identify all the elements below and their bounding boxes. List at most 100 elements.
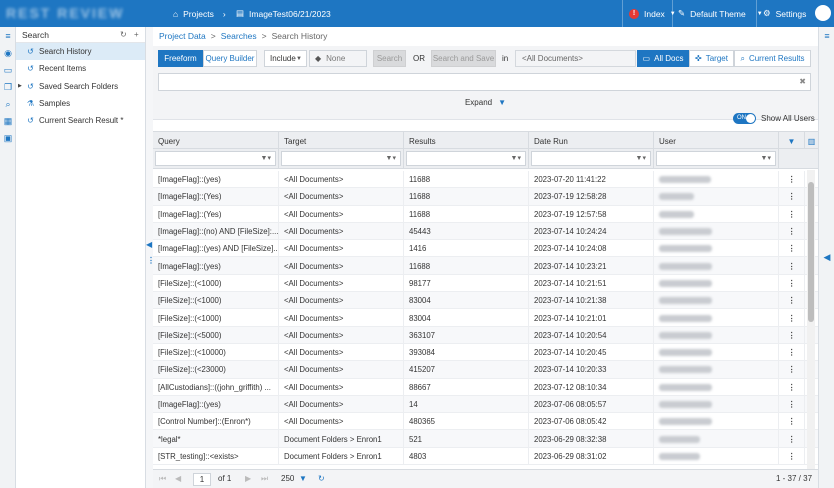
filter-input-date-run[interactable]: ▼▾	[531, 151, 651, 166]
target-button[interactable]: ✜ Target	[689, 50, 734, 67]
query-builder-tab[interactable]: Query Builder	[203, 50, 257, 67]
table-icon[interactable]: ▦	[3, 116, 13, 126]
page-number-input[interactable]: 1	[193, 473, 211, 486]
freeform-tab[interactable]: Freeform	[158, 50, 203, 67]
projects-link[interactable]: ⌂ Projects ›	[173, 0, 226, 27]
add-icon[interactable]: +	[134, 30, 139, 39]
column-header-user[interactable]: User	[654, 132, 779, 150]
last-page-icon[interactable]: ⏭	[261, 474, 269, 483]
user-avatar[interactable]	[815, 5, 831, 21]
table-row[interactable]: [ImageFlag]::(Yes) <All Documents> 11688 20…	[153, 205, 818, 223]
column-header-target[interactable]: Target	[279, 132, 404, 150]
sidebar-item-samples[interactable]: ⚗ Samples	[16, 95, 145, 112]
settings-button[interactable]: ⚙ Settings	[763, 0, 806, 27]
scrollbar-thumb[interactable]	[808, 182, 814, 322]
filter-input-results[interactable]: ▼▾	[406, 151, 526, 166]
theme-menu[interactable]: ✎ Default Theme ▼	[678, 0, 763, 27]
first-page-icon[interactable]: ⏮	[159, 474, 167, 483]
filter-icon[interactable]: ▼	[779, 132, 805, 150]
breadcrumb-searches[interactable]: Searches	[220, 31, 257, 41]
sidebar-item-search-history[interactable]: ↺ Search History	[16, 43, 145, 61]
table-row[interactable]: [FileSize]::(<1000) <All Documents> 83004 2…	[153, 309, 818, 327]
filter-icon[interactable]: ▼▾	[635, 155, 646, 162]
row-menu-icon[interactable]: ⋮	[779, 378, 805, 396]
row-menu-icon[interactable]: ⋮	[779, 430, 805, 448]
row-menu-icon[interactable]: ⋮	[779, 361, 805, 379]
copy-icon[interactable]: ❐	[3, 82, 13, 92]
search-button[interactable]: Search	[373, 50, 406, 67]
column-header-results[interactable]: Results	[404, 132, 529, 150]
index-menu[interactable]: ! Index ▼	[629, 0, 676, 27]
row-menu-icon[interactable]: ⋮	[779, 205, 805, 223]
row-menu-icon[interactable]: ⋮	[779, 188, 805, 206]
tag-selector[interactable]: ◆ None	[309, 50, 367, 67]
table-row[interactable]: *legal* Document Folders > Enron1 521 2023-…	[153, 430, 818, 448]
table-row[interactable]: [STR_testing]::<exists> Document Folders …	[153, 447, 818, 466]
include-dropdown[interactable]: Include ▼	[264, 50, 307, 67]
search-and-save-button[interactable]: Search and Save	[431, 50, 496, 67]
filter-icon[interactable]: ▼▾	[760, 155, 771, 162]
menu-icon[interactable]: ≡	[5, 31, 11, 41]
search-icon[interactable]: ⌕	[5, 99, 11, 109]
row-menu-icon[interactable]: ⋮	[779, 413, 805, 431]
filter-icon[interactable]: ▼▾	[385, 155, 396, 162]
filter-icon[interactable]: ▼▾	[510, 155, 521, 162]
current-results-button[interactable]: ⌕ Current Results	[734, 50, 811, 67]
clear-icon[interactable]: ✖	[799, 77, 806, 86]
table-row[interactable]: [FileSize]::(<5000) <All Documents> 363107…	[153, 326, 818, 344]
expand-toggle[interactable]: Expand ▼	[153, 96, 818, 109]
expand-arrow-icon[interactable]: ▶	[18, 83, 22, 90]
sidebar-item-current-search-result[interactable]: ↺ Current Search Result *	[16, 112, 145, 129]
table-row[interactable]: [FileSize]::(<23000) <All Documents> 41520…	[153, 361, 818, 379]
table-row[interactable]: [ImageFlag]::(yes) <All Documents> 11688 20…	[153, 257, 818, 275]
show-all-users-toggle[interactable]: ON	[733, 113, 756, 124]
refresh-icon[interactable]: ↻	[318, 474, 325, 483]
collapse-right-icon[interactable]: ◀	[823, 252, 831, 262]
row-menu-icon[interactable]: ⋮	[779, 395, 805, 414]
table-row[interactable]: [FileSize]::(<10000) <All Documents> 39308…	[153, 343, 818, 362]
column-header-date-run[interactable]: Date Run	[529, 132, 654, 150]
case-link[interactable]: ▤ ImageTest06/21/2023	[236, 0, 331, 27]
row-menu-icon[interactable]: ⋮	[779, 447, 805, 466]
column-header-query[interactable]: Query	[153, 132, 279, 150]
folder-icon[interactable]: ▭	[3, 65, 13, 75]
query-input[interactable]: ✖	[158, 73, 811, 91]
filter-icon[interactable]: ▼▾	[260, 155, 271, 162]
grid-scrollbar[interactable]	[807, 170, 815, 470]
page-size-select[interactable]: 250	[281, 474, 295, 483]
target-docs-input[interactable]: <All Documents>	[515, 50, 636, 67]
columns-icon[interactable]: ▥	[807, 136, 816, 146]
caret-down-icon[interactable]: ▼	[299, 474, 307, 483]
prev-page-icon[interactable]: ◀	[175, 474, 182, 483]
row-menu-icon[interactable]: ⋮	[779, 257, 805, 275]
filter-input-target[interactable]: ▼▾	[281, 151, 401, 166]
next-page-icon[interactable]: ▶	[245, 474, 252, 483]
all-docs-button[interactable]: ▭ All Docs	[637, 50, 689, 67]
table-row[interactable]: [ImageFlag]::(yes) AND [FileSize]... <All…	[153, 240, 818, 258]
row-menu-icon[interactable]: ⋮	[779, 171, 805, 189]
table-row[interactable]: [AllCustodians]::((john_griffith) ... <Al…	[153, 378, 818, 396]
row-menu-icon[interactable]: ⋮	[779, 343, 805, 362]
sidebar-item-saved-search-folders[interactable]: ▶ ↺ Saved Search Folders	[16, 78, 145, 95]
refresh-icon[interactable]: ↻	[120, 30, 127, 39]
sidebar-item-recent-items[interactable]: ↺ Recent Items	[16, 60, 145, 77]
breadcrumb-project-data[interactable]: Project Data	[159, 31, 206, 41]
menu-icon[interactable]: ≡	[824, 31, 830, 41]
row-menu-icon[interactable]: ⋮	[779, 240, 805, 258]
table-row[interactable]: [ImageFlag]::(yes) <All Documents> 11688 20…	[153, 171, 818, 189]
table-row[interactable]: [FileSize]::(<1000) <All Documents> 98177 2…	[153, 274, 818, 293]
table-row[interactable]: [ImageFlag]::(yes) <All Documents> 14 2023-…	[153, 395, 818, 414]
documents-icon[interactable]: ▣	[3, 133, 13, 143]
collapse-left-icon[interactable]: ◀	[146, 240, 153, 249]
row-menu-icon[interactable]: ⋮	[779, 274, 805, 293]
drag-handle-icon[interactable]: ⋮	[147, 256, 155, 265]
filter-input-query[interactable]: ▼▾	[155, 151, 276, 166]
table-row[interactable]: [FileSize]::(<1000) <All Documents> 83004 2…	[153, 292, 818, 310]
row-menu-icon[interactable]: ⋮	[779, 222, 805, 241]
filter-input-user[interactable]: ▼▾	[656, 151, 776, 166]
dashboard-icon[interactable]: ◉	[4, 48, 12, 58]
row-menu-icon[interactable]: ⋮	[779, 292, 805, 310]
panel-splitter[interactable]: ◀ ⋮	[146, 27, 155, 488]
table-row[interactable]: [Control Number]::(Enron*) <All Documents…	[153, 413, 818, 431]
table-row[interactable]: [ImageFlag]::(no) AND [FileSize]:... <All…	[153, 222, 818, 241]
